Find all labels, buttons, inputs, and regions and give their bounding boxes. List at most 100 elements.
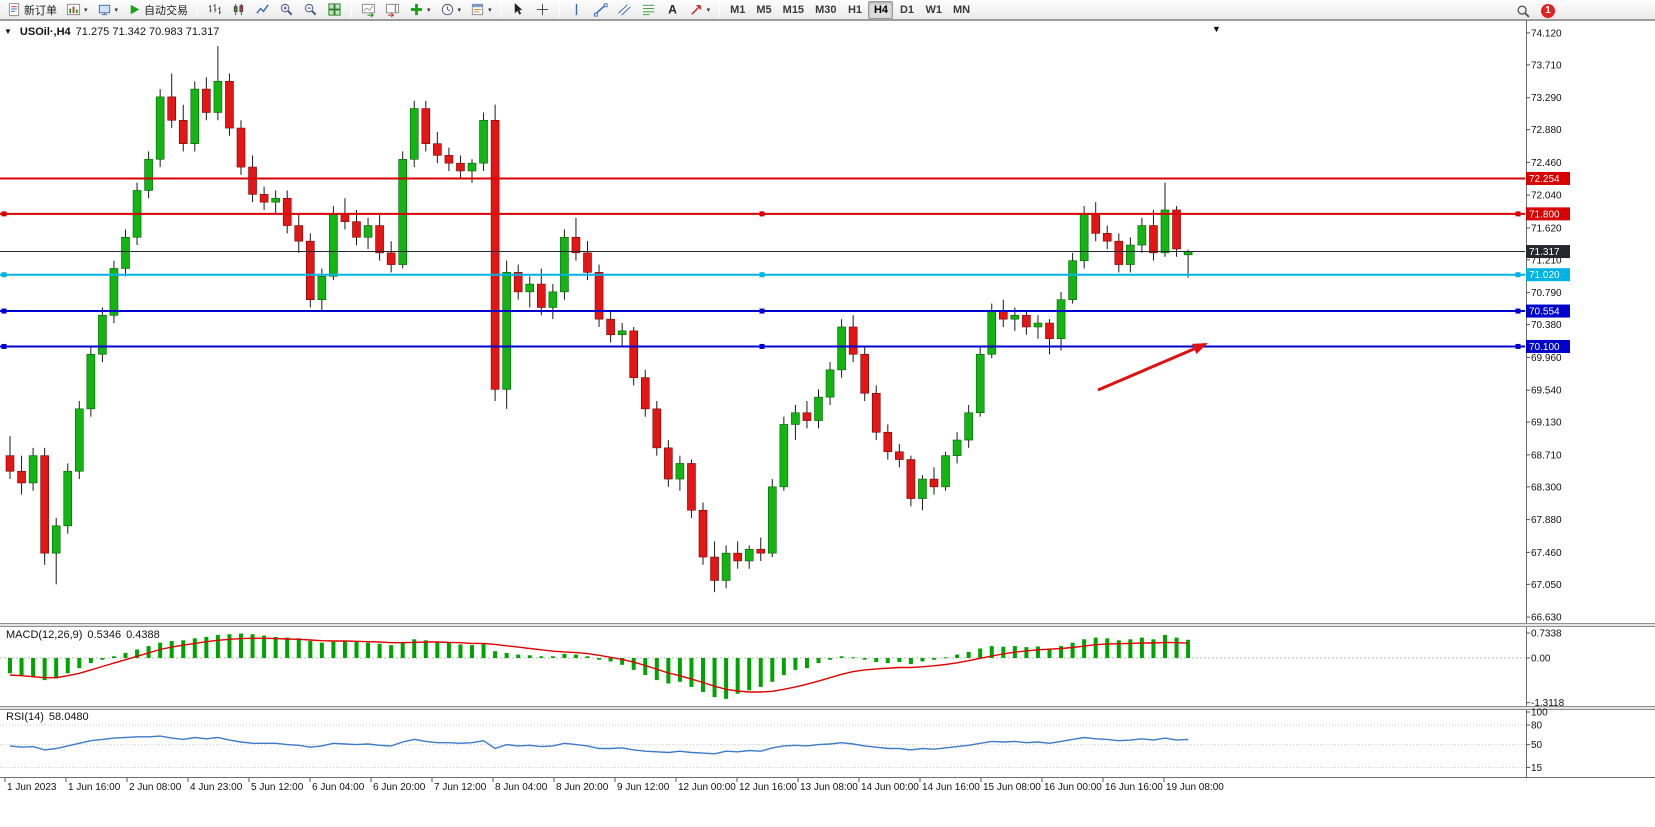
svg-text:4 Jun 23:00: 4 Jun 23:00 [190, 782, 243, 793]
macd-signal-value: 0.4388 [126, 629, 160, 641]
timeframe-d1-button[interactable]: D1 [894, 1, 919, 19]
svg-text:71.317: 71.317 [1529, 247, 1560, 258]
chart-shift-button[interactable] [381, 1, 404, 19]
candlestick-type-button[interactable] [227, 1, 250, 19]
svg-text:67.880: 67.880 [1531, 515, 1562, 526]
timeframe-w1-button[interactable]: W1 [920, 1, 947, 19]
dropdown-caret-icon: ▾ [457, 6, 462, 14]
zoom-out-button[interactable] [299, 1, 322, 19]
text-tool-icon: A [668, 3, 677, 17]
svg-text:70.380: 70.380 [1531, 320, 1562, 331]
svg-text:67.050: 67.050 [1531, 580, 1562, 591]
chart-window: 74.120 73.710 73.290 72.880 72.460 72.040 71.6… [0, 20, 1655, 827]
timeframe-mn-button[interactable]: MN [948, 1, 975, 19]
chart-symbol-label: USOil·,H4 [19, 26, 71, 38]
templates-button[interactable]: ▾ [466, 1, 496, 19]
arrow-annotation[interactable] [1097, 343, 1208, 392]
profiles-icon [98, 4, 110, 16]
price-lines-layer[interactable] [0, 177, 1525, 349]
dropdown-caret-icon: ▾ [706, 6, 711, 14]
svg-text:67.460: 67.460 [1531, 548, 1562, 559]
arrows-tool-button[interactable]: ▾ [685, 1, 715, 19]
trendline-icon [593, 3, 608, 17]
auto-scroll-button[interactable] [357, 1, 380, 19]
rsi-panel: 100 80 50 15 [0, 708, 1548, 774]
templates-icon [471, 3, 484, 16]
new-order-button[interactable]: 新订单 [3, 1, 61, 19]
toolbar-separator [197, 2, 199, 17]
time-axis: 1 Jun 2023 1 Jun 16:00 2 Jun 08:00 4 Jun 23… [4, 778, 1224, 793]
svg-text:A: A [668, 3, 677, 17]
main-toolbar: 新订单 ▾ ▾ 自动交易 ▾ ▾ ▾ [0, 0, 1655, 20]
tile-windows-button[interactable] [323, 1, 346, 19]
autotrading-button[interactable]: 自动交易 [123, 1, 192, 19]
svg-text:7 Jun 12:00: 7 Jun 12:00 [434, 782, 487, 793]
periods-button[interactable]: ▾ [436, 1, 466, 19]
svg-text:66.630: 66.630 [1531, 613, 1562, 624]
candlestick-type-icon [233, 3, 244, 16]
toolbar-right-group: 1 [1512, 2, 1555, 20]
svg-text:80: 80 [1531, 721, 1543, 732]
new-order-icon [8, 2, 20, 17]
vertical-line-button[interactable] [565, 1, 588, 19]
search-button[interactable] [1512, 2, 1535, 20]
vertical-line-icon [575, 3, 577, 16]
macd-splitter[interactable] [0, 623, 1655, 627]
svg-text:69.130: 69.130 [1531, 418, 1562, 429]
svg-text:8 Jun 20:00: 8 Jun 20:00 [556, 782, 609, 793]
toolbar-separator [351, 2, 353, 17]
zoom-in-button[interactable] [275, 1, 298, 19]
add-indicator-button[interactable]: ▾ [405, 1, 435, 19]
rsi-splitter[interactable] [0, 706, 1655, 710]
trendline-button[interactable] [589, 1, 612, 19]
line-type-button[interactable] [251, 1, 274, 19]
svg-text:72.880: 72.880 [1531, 125, 1562, 136]
timeframe-m30-button[interactable]: M30 [810, 1, 841, 19]
timeframe-h4-button[interactable]: H4 [868, 0, 894, 19]
svg-text:2 Jun 08:00: 2 Jun 08:00 [129, 782, 182, 793]
price-axis: 74.120 73.710 73.290 72.880 72.460 72.040 71.6… [1526, 20, 1562, 777]
line-type-icon [256, 4, 269, 14]
text-tool-button[interactable]: A [661, 1, 684, 19]
svg-text:71.800: 71.800 [1529, 209, 1560, 220]
timeframe-m15-button[interactable]: M15 [778, 1, 809, 19]
profiles-button[interactable]: ▾ [93, 1, 123, 19]
crosshair-button[interactable] [531, 1, 554, 19]
timeframe-m5-button[interactable]: M5 [751, 1, 776, 19]
svg-text:14 Jun 16:00: 14 Jun 16:00 [922, 782, 980, 793]
rsi-indicator-label: RSI(14) 58.0480 [6, 711, 89, 723]
new-chart-icon [66, 3, 81, 16]
price-tag-71.800: 71.800 [1526, 207, 1570, 221]
notification-badge[interactable]: 1 [1541, 4, 1555, 18]
toolbar-separator [500, 2, 502, 17]
svg-text:70.790: 70.790 [1531, 288, 1562, 299]
svg-text:12 Jun 16:00: 12 Jun 16:00 [739, 782, 797, 793]
channel-icon [617, 4, 631, 16]
new-order-label: 新订单 [24, 4, 57, 17]
chart-canvas[interactable]: 74.120 73.710 73.290 72.880 72.460 72.040 71.6… [0, 20, 1655, 826]
svg-text:71.620: 71.620 [1531, 223, 1562, 234]
bar-chart-type-button[interactable] [203, 1, 226, 19]
chart-ohlc-label: 71.275 71.342 70.983 71.317 [75, 26, 220, 38]
fibonacci-button[interactable] [637, 1, 660, 19]
svg-text:71.020: 71.020 [1529, 270, 1560, 281]
svg-text:-1.3118: -1.3118 [1531, 698, 1565, 709]
cursor-button[interactable] [507, 1, 530, 19]
autotrading-label: 自动交易 [144, 4, 189, 17]
timeframe-m1-button[interactable]: M1 [725, 1, 750, 19]
svg-text:72.460: 72.460 [1531, 158, 1562, 169]
svg-text:6 Jun 04:00: 6 Jun 04:00 [312, 782, 365, 793]
svg-text:15 Jun 08:00: 15 Jun 08:00 [983, 782, 1041, 793]
one-click-trading-toggle-icon[interactable]: ▼ [4, 27, 12, 36]
channel-button[interactable] [613, 1, 636, 19]
svg-text:50: 50 [1531, 740, 1543, 751]
svg-text:0.7338: 0.7338 [1531, 629, 1562, 640]
svg-text:9 Jun 12:00: 9 Jun 12:00 [617, 782, 670, 793]
rsi-value: 58.0480 [48, 711, 89, 723]
svg-text:73.290: 73.290 [1531, 93, 1562, 104]
new-chart-button[interactable]: ▾ [62, 1, 92, 19]
svg-text:70.554: 70.554 [1529, 307, 1560, 318]
timeframe-h1-button[interactable]: H1 [842, 1, 867, 19]
svg-text:19 Jun 08:00: 19 Jun 08:00 [1166, 782, 1224, 793]
price-tag-72.254: 72.254 [1526, 171, 1570, 185]
